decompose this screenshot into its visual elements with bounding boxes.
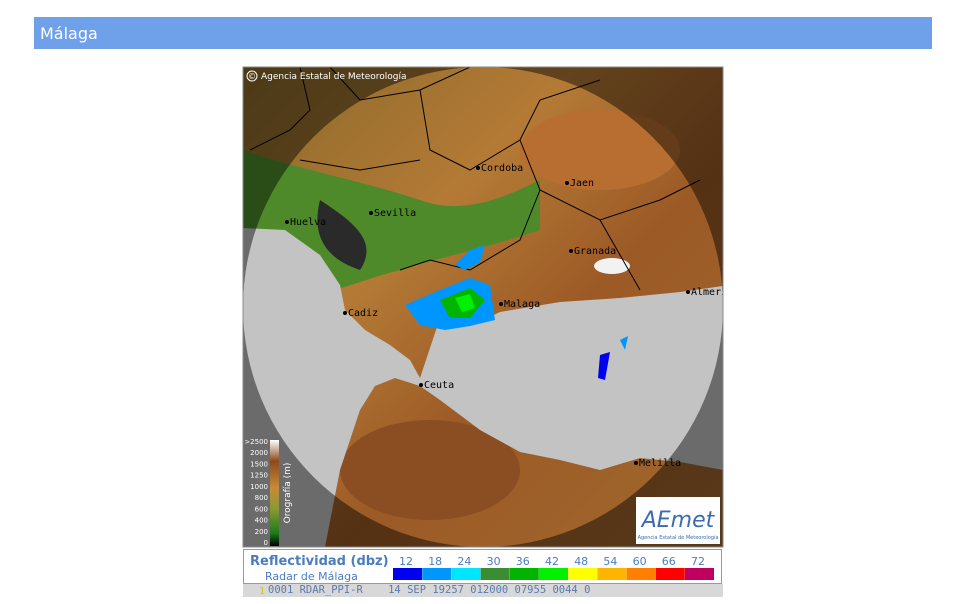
orography-tick: 400 xyxy=(255,517,268,525)
mountains xyxy=(340,420,520,520)
orography-tick: 200 xyxy=(255,528,268,536)
legend-level: 42 xyxy=(545,555,559,568)
legend-level: 60 xyxy=(633,555,647,568)
legend-level: 54 xyxy=(603,555,617,568)
city-marker xyxy=(343,311,347,315)
city-marker xyxy=(499,302,503,306)
map: Cordoba Jaen Sevilla Huelva Granada Malaga Cad… xyxy=(243,67,733,547)
borders xyxy=(249,67,701,291)
legend-level: 66 xyxy=(662,555,676,568)
city-marker xyxy=(285,220,289,224)
legend-level: 48 xyxy=(574,555,588,568)
legend-levels: 12 18 24 30 36 42 48 54 60 66 72 xyxy=(393,555,714,580)
city-marker xyxy=(476,166,480,170)
city-marker xyxy=(565,181,569,185)
city-label: Granada xyxy=(574,246,616,257)
orography-tick: 2000 xyxy=(250,449,268,457)
orography-title: Orografía (m) xyxy=(283,463,293,524)
city-marker xyxy=(419,383,423,387)
city-marker xyxy=(369,211,373,215)
footer-strip xyxy=(243,584,723,597)
legend-level: 18 xyxy=(428,555,442,568)
city-label: Sevilla xyxy=(374,208,416,219)
orography-tick: 0 xyxy=(264,539,268,547)
legend-subtitle: Radar de Málaga xyxy=(265,570,358,583)
legend-level: 30 xyxy=(487,555,501,568)
legend-swatch xyxy=(597,568,627,580)
city-label: Ceuta xyxy=(424,380,454,391)
copyright-icon xyxy=(246,70,258,82)
orography-tick: 600 xyxy=(255,505,268,513)
legend-swatch xyxy=(626,568,656,580)
snow xyxy=(594,258,630,274)
map-frame xyxy=(242,66,724,548)
legend-swatch xyxy=(451,568,481,580)
marshes xyxy=(317,200,367,270)
footer-text: 0001 RDAR_PPI-R 14 SEP 19257 012000 0795… xyxy=(268,584,590,596)
legend-swatch xyxy=(655,568,685,580)
legend-swatch xyxy=(539,568,568,580)
sea xyxy=(243,228,723,547)
logo: AEmet xyxy=(640,508,716,533)
city-marker xyxy=(569,249,573,253)
header-bar: Málaga xyxy=(34,17,932,49)
city-label: Melilla xyxy=(639,458,681,469)
orography-tick: 1500 xyxy=(250,460,268,468)
city-marker xyxy=(634,461,638,465)
city-label: Huelva xyxy=(290,217,326,228)
orography-tick: 1000 xyxy=(250,483,268,491)
legend-swatch xyxy=(480,568,510,580)
legend-title: Reflectividad (dbz) xyxy=(250,554,389,569)
legend-swatch xyxy=(393,568,422,580)
city-label: Cordoba xyxy=(481,163,523,174)
header-title: Málaga xyxy=(40,24,98,43)
city-label: Jaen xyxy=(570,178,594,189)
city-label: Almeria xyxy=(691,287,733,298)
legend-level: 36 xyxy=(516,555,530,568)
orography-bar xyxy=(270,440,279,546)
echoes xyxy=(405,245,628,380)
mountains xyxy=(520,110,680,190)
legend-swatch xyxy=(422,568,452,580)
legend-swatch xyxy=(568,568,598,580)
orography-tick: 800 xyxy=(255,494,268,502)
logo-box xyxy=(636,497,720,544)
city-label: Cadiz xyxy=(348,308,378,319)
legend-level: 12 xyxy=(399,555,413,568)
orography-tick: 1250 xyxy=(250,472,268,480)
legend-swatch xyxy=(509,568,539,580)
legend-level: 24 xyxy=(457,555,471,568)
footer-marker: 1 xyxy=(259,586,265,597)
city-labels: Cordoba Jaen Sevilla Huelva Granada Malaga Cad… xyxy=(285,163,733,469)
copyright: Agencia Estatal de Meteorología xyxy=(261,72,407,82)
orography-tick: >2500 xyxy=(244,438,268,446)
logo-subtitle: Agencia Estatal de Meteorología xyxy=(638,534,719,541)
copyright-symbol: © xyxy=(248,72,256,81)
legend-swatch xyxy=(685,568,714,580)
legend-level: 72 xyxy=(691,555,705,568)
city-label: Malaga xyxy=(504,299,540,310)
city-marker xyxy=(686,290,690,294)
